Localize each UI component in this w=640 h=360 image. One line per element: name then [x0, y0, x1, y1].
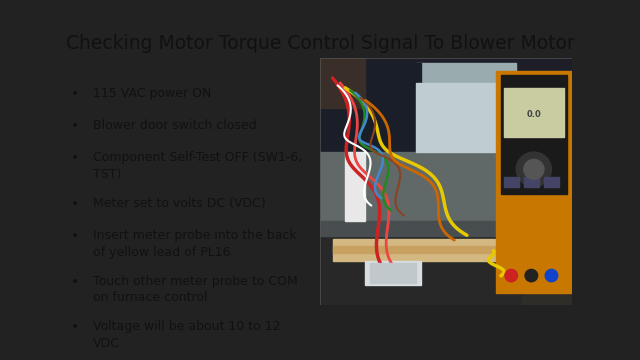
Circle shape	[525, 269, 538, 282]
Bar	[501, 76, 566, 194]
Bar	[320, 221, 521, 236]
Text: •: •	[71, 320, 79, 334]
Circle shape	[516, 152, 552, 186]
Text: Insert meter probe into the back
of yellow lead of PL16: Insert meter probe into the back of yell…	[93, 229, 297, 258]
Text: Component Self-Test OFF (SW1-6,
TST): Component Self-Test OFF (SW1-6, TST)	[93, 151, 303, 181]
Bar	[371, 263, 415, 283]
Bar	[415, 63, 516, 177]
Text: •: •	[71, 275, 79, 289]
Text: Voltage will be about 10 to 12
VDC: Voltage will be about 10 to 12 VDC	[93, 320, 281, 350]
Circle shape	[505, 269, 518, 282]
Text: •: •	[71, 229, 79, 243]
Text: Blower door switch closed: Blower door switch closed	[93, 119, 257, 132]
Bar	[320, 152, 521, 236]
Text: Meter set to volts DC (VDC): Meter set to volts DC (VDC)	[93, 197, 266, 210]
Text: •: •	[71, 151, 79, 165]
Bar	[333, 246, 509, 253]
Text: •: •	[71, 197, 79, 211]
Bar	[320, 63, 420, 152]
Bar	[504, 177, 519, 186]
Text: 0.0: 0.0	[527, 111, 541, 120]
Bar	[544, 177, 559, 186]
Text: 115 VAC power ON: 115 VAC power ON	[93, 87, 212, 100]
Circle shape	[524, 159, 544, 179]
Text: •: •	[71, 119, 79, 133]
Bar	[345, 152, 365, 221]
Bar	[415, 83, 516, 152]
Bar	[333, 239, 509, 261]
Bar	[320, 58, 572, 157]
Text: Touch other meter probe to COM
on furnace control: Touch other meter probe to COM on furnac…	[93, 275, 298, 304]
Bar	[504, 88, 564, 137]
Text: •: •	[71, 87, 79, 101]
Bar	[320, 58, 365, 108]
Bar	[496, 71, 572, 293]
Bar	[320, 231, 521, 305]
Circle shape	[545, 269, 557, 282]
Text: Checking Motor Torque Control Signal To Blower Motor: Checking Motor Torque Control Signal To …	[66, 35, 574, 54]
Bar	[365, 261, 420, 285]
Bar	[524, 177, 539, 186]
